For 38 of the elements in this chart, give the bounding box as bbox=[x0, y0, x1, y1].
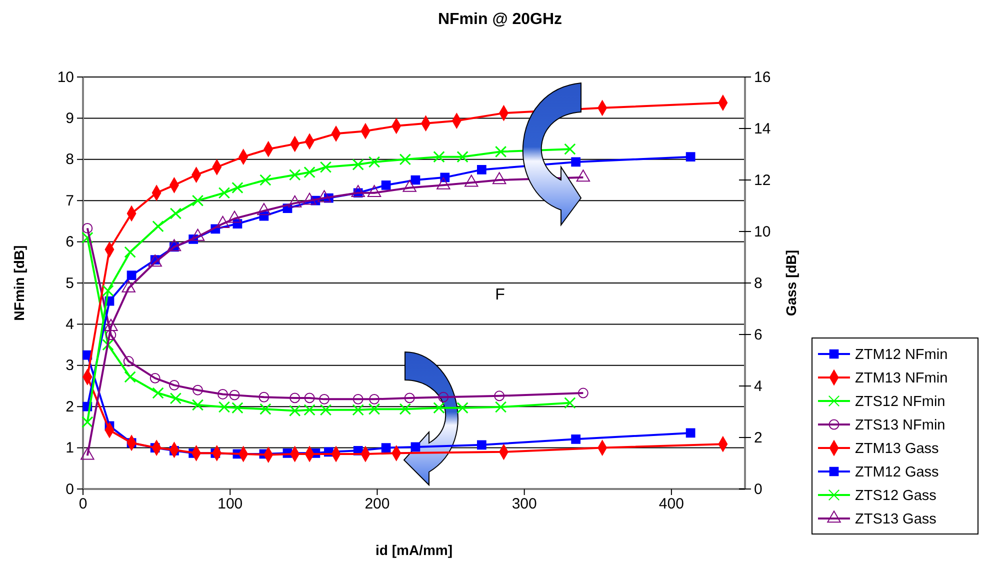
y2-tick-label: 4 bbox=[754, 378, 762, 395]
chart-title: NFmin @ 20GHz bbox=[438, 11, 562, 28]
y-tick-label: 4 bbox=[66, 316, 74, 333]
legend-label: ZTS12 NFmin bbox=[855, 394, 946, 410]
legend-label: ZTM12 NFmin bbox=[855, 347, 948, 363]
y-tick-label: 10 bbox=[57, 68, 74, 86]
y2-tick-label: 0 bbox=[754, 480, 762, 498]
x-tick-label: 400 bbox=[658, 496, 684, 513]
y-tick-label: 8 bbox=[66, 151, 74, 168]
y-tick-label: 2 bbox=[66, 398, 74, 416]
y-tick-label: 7 bbox=[66, 192, 74, 210]
y2-tick-label: 6 bbox=[754, 326, 762, 344]
annotation: F bbox=[495, 286, 506, 304]
y2-tick-label: 10 bbox=[754, 223, 771, 240]
x-tick-label: 100 bbox=[218, 496, 243, 513]
legend-label: ZTM12 Gass bbox=[855, 464, 939, 480]
y-tick-label: 9 bbox=[66, 110, 74, 127]
y-tick-label: 0 bbox=[66, 480, 74, 498]
x-tick-label: 0 bbox=[78, 496, 88, 513]
legend-label: ZTS13 NFmin bbox=[855, 418, 946, 434]
x-tick-label: 300 bbox=[512, 496, 537, 513]
y-tick-label: 1 bbox=[66, 440, 74, 457]
y2-tick-label: 2 bbox=[754, 429, 762, 446]
y2-tick-label: 12 bbox=[754, 172, 771, 189]
y-tick-label: 6 bbox=[66, 234, 74, 251]
y2-axis-title: Gass [dB] bbox=[783, 250, 799, 316]
legend-label: ZTS12 Gass bbox=[855, 488, 936, 504]
x-axis-title: id [mA/mm] bbox=[376, 542, 452, 558]
y2-tick-label: 16 bbox=[754, 68, 771, 86]
legend-label: ZTS13 Gass bbox=[855, 512, 936, 528]
x-tick-label: 200 bbox=[364, 496, 390, 513]
y-axis-title: NFmin [dB] bbox=[11, 245, 27, 321]
y2-tick-label: 14 bbox=[754, 120, 771, 138]
legend-label: ZTM13 Gass bbox=[855, 441, 939, 457]
y2-tick-label: 8 bbox=[754, 274, 762, 292]
y-tick-label: 3 bbox=[66, 357, 74, 374]
legend-label: ZTM13 NFmin bbox=[855, 370, 948, 386]
y-tick-label: 5 bbox=[66, 274, 74, 292]
